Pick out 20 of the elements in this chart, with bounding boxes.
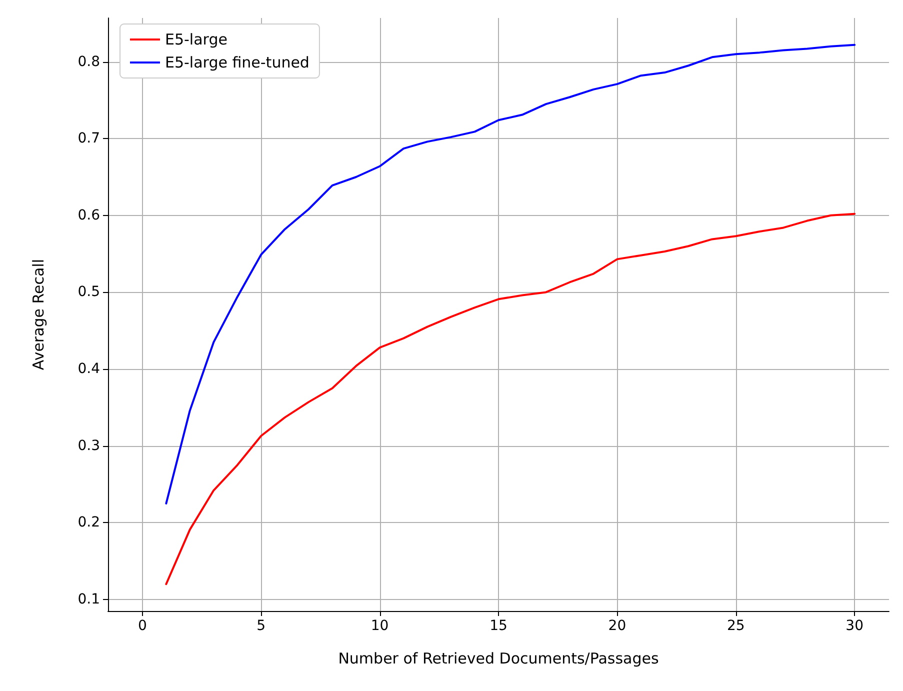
y-tick-label: 0.5 — [78, 284, 100, 300]
y-axis-title: Average Recall — [30, 258, 48, 370]
x-tick-label: 15 — [490, 618, 508, 634]
y-tick-label: 0.3 — [78, 438, 100, 454]
x-tick-label: 5 — [256, 618, 266, 634]
x-tick-label: 25 — [726, 618, 745, 634]
y-tick-label: 0.4 — [78, 361, 100, 378]
y-tick-label: 0.8 — [78, 54, 100, 70]
x-axis-title: Number of Retrieved Documents/Passages — [338, 650, 659, 668]
y-tick-label: 0.2 — [78, 514, 100, 531]
line-series — [165, 212, 856, 586]
x-tick-label: 20 — [608, 618, 626, 634]
x-tick-label: 30 — [846, 618, 864, 634]
x-tick-label: 0 — [138, 618, 147, 634]
x-tick-label: 10 — [370, 618, 389, 634]
legend-label: E5-large — [165, 30, 228, 48]
legend-label: E5-large fine-tuned — [165, 54, 310, 72]
y-tick-label: 0.7 — [78, 130, 100, 147]
y-tick-label: 0.1 — [78, 591, 100, 608]
y-tick-label: 0.6 — [78, 207, 100, 224]
